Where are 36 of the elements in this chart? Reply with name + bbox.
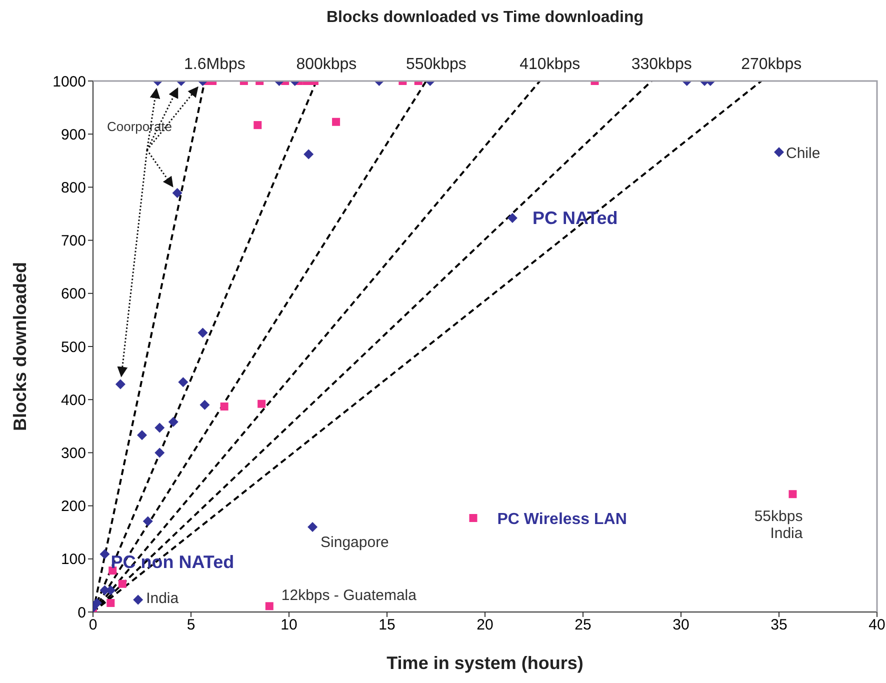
x-axis-title: Time in system (hours) (386, 653, 584, 673)
y-tick-label: 900 (60, 126, 86, 144)
x-tick-label: 40 (868, 616, 886, 634)
y-tick-label: 1000 (52, 73, 86, 90)
y-tick-label: 800 (60, 180, 86, 197)
series-label: 550kbps (406, 56, 466, 73)
x-tick-label: 35 (770, 616, 788, 634)
x-tick-label: 0 (88, 616, 98, 634)
x-tick-label: 10 (280, 616, 298, 634)
annotation: 55kbps India (754, 508, 804, 542)
series-label: 270kbps (741, 56, 802, 73)
series-label: 1.6Mbps (184, 56, 246, 73)
annotation: PC NATed (532, 208, 618, 228)
x-tick-label: 30 (672, 616, 690, 634)
y-tick-label: 700 (60, 232, 86, 250)
series-label: 800kbps (296, 56, 357, 73)
y-tick-label: 600 (60, 286, 86, 303)
x-tick-label: 15 (378, 616, 396, 634)
y-tick-label: 200 (60, 498, 86, 516)
chart-title: Blocks downloaded vs Time downloading (326, 9, 644, 26)
annotation: India (146, 590, 180, 607)
annotation: PC Wireless LAN (497, 511, 627, 528)
series-label: 330kbps (631, 56, 692, 73)
y-tick-label: 100 (60, 551, 86, 568)
y-tick-label: 400 (60, 392, 86, 409)
y-axis-title: Blocks downloaded (10, 262, 30, 432)
annotation: Chile (786, 145, 820, 162)
annotation: 12kbps - Guatemala (281, 587, 418, 604)
y-tick-label: 500 (60, 338, 86, 356)
annotation: Singapore (320, 534, 389, 552)
series-label: 410kbps (520, 56, 580, 73)
x-tick-label: 20 (476, 616, 494, 634)
x-tick-label: 5 (186, 616, 196, 634)
y-tick-label: 0 (78, 604, 86, 622)
y-tick-label: 300 (60, 445, 86, 462)
x-tick-label: 25 (574, 616, 592, 634)
